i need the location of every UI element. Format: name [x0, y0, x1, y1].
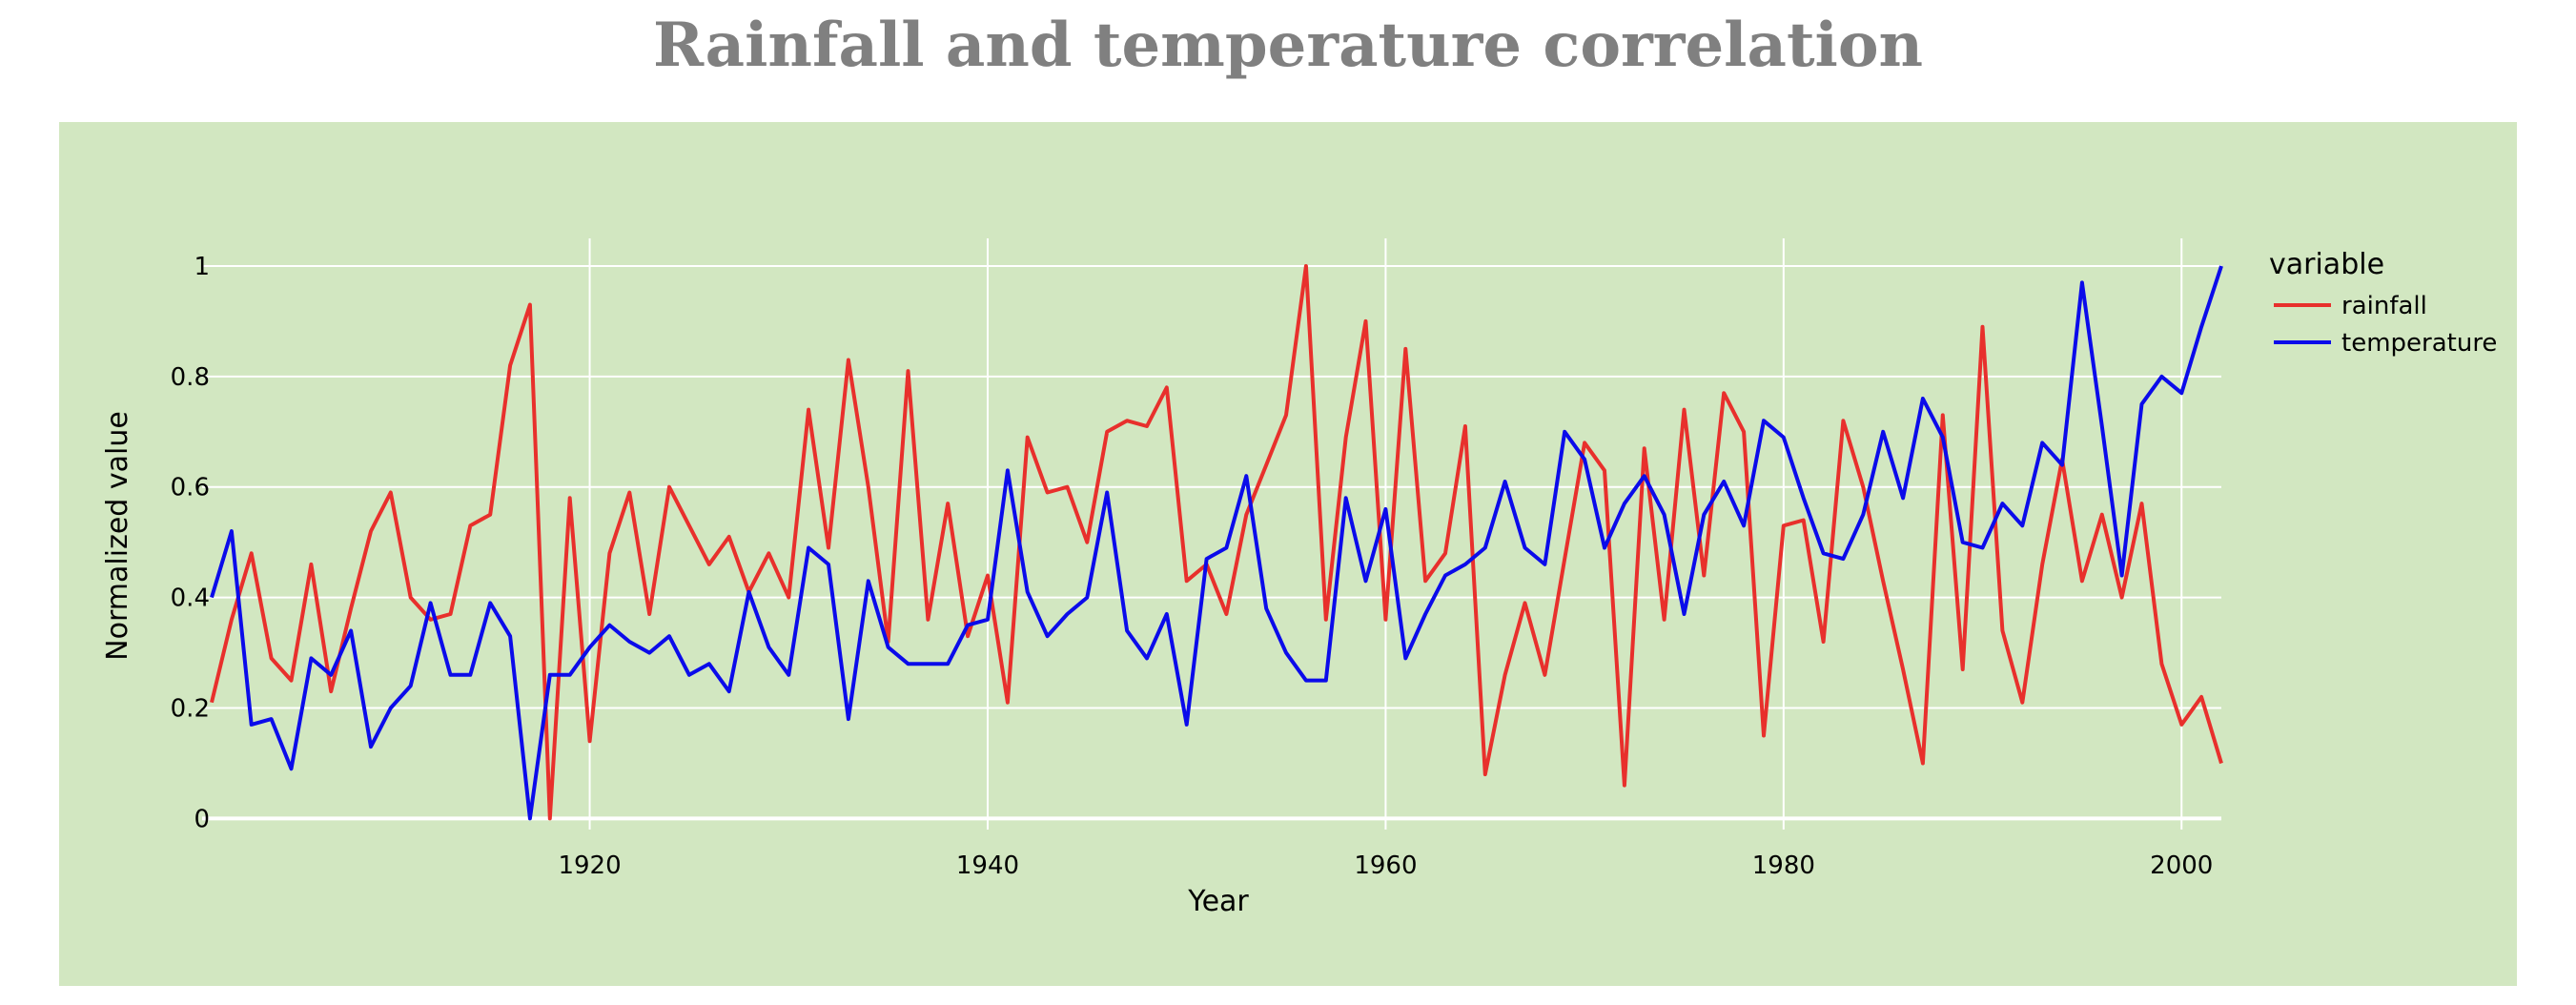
x-tick-label: 1940: [956, 851, 1019, 880]
legend[interactable]: variable rainfall temperature: [2269, 248, 2497, 358]
series-line-temperature[interactable]: [210, 265, 2223, 821]
y-tick-label: 0: [194, 805, 210, 833]
y-tick-label: 1: [194, 253, 210, 281]
legend-title: variable: [2269, 248, 2384, 281]
x-tick-label: 1920: [558, 851, 621, 880]
grid-layer: [202, 238, 2221, 830]
x-tick-label: 1960: [1354, 851, 1417, 880]
y-tick-label: 0.6: [171, 474, 210, 502]
legend-label: temperature: [2341, 329, 2497, 358]
y-tick-label: 0.4: [171, 585, 210, 613]
x-tick-label: 2000: [2150, 851, 2213, 880]
series-line-rainfall[interactable]: [210, 264, 2223, 821]
y-axis-title: Normalized value: [101, 411, 134, 661]
x-tick-label: 1980: [1752, 851, 1815, 880]
y-tick-label: 0.8: [171, 363, 210, 392]
y-tick-label: 0.2: [171, 695, 210, 724]
legend-items[interactable]: rainfall temperature: [2274, 292, 2497, 358]
chart-title: Rainfall and temperature correlation: [652, 10, 1924, 81]
legend-item-temperature[interactable]: temperature: [2274, 329, 2497, 358]
axes-layer: 1920 1940 1960 1980 2000 0 0.2 0.4 0.6 0.8 1: [171, 253, 2214, 880]
x-axis-title: Year: [1187, 885, 1249, 918]
series-layer: [210, 264, 2223, 821]
legend-item-rainfall[interactable]: rainfall: [2274, 292, 2427, 320]
legend-label: rainfall: [2341, 292, 2427, 320]
